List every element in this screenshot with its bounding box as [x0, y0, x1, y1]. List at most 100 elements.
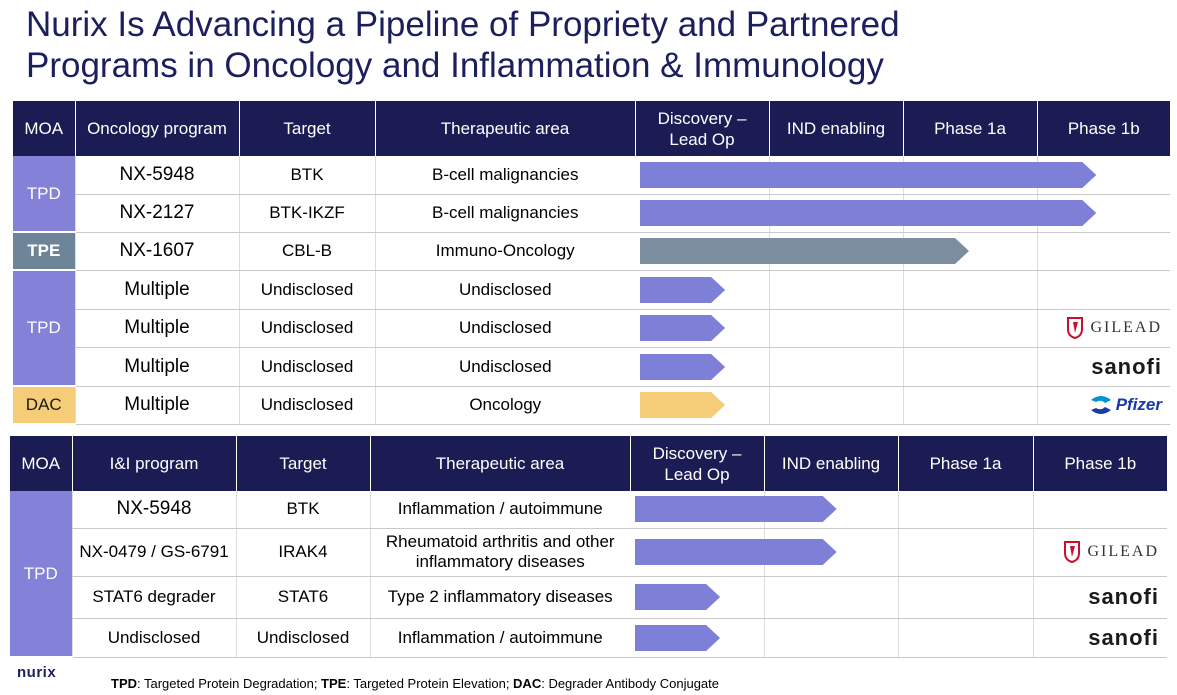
pipeline-row: STAT6 degrader STAT6 Type 2 inflammatory d… — [10, 576, 1167, 619]
partner-logo-sanofi: sanofi — [1091, 353, 1162, 379]
partner-logo-pfizer: Pfizer — [1088, 394, 1162, 416]
stage-cell — [768, 309, 903, 348]
progress-arrow — [640, 392, 726, 418]
stage-cell — [902, 386, 1037, 425]
header-stage-phase1b: Phase 1b — [1032, 436, 1167, 491]
target-cell: BTK — [235, 491, 370, 529]
stage-cell — [1032, 491, 1167, 529]
stage-cell — [635, 386, 769, 425]
partner-name: Pfizer — [1115, 395, 1162, 414]
page-title: Nurix Is Advancing a Pipeline of Proprie… — [26, 4, 900, 86]
header-stage-ind: IND enabling — [763, 436, 898, 491]
pipeline-row: Undisclosed Undisclosed Inflammation / aut… — [10, 618, 1167, 658]
pipeline-row: Multiple Undisclosed Undisclosed GILEAD — [13, 309, 1170, 348]
stage-cell — [635, 232, 969, 271]
moa-cell-tpd: TPD — [10, 491, 72, 658]
target-cell: BTK-IKZF — [238, 194, 375, 233]
header-target: Target — [235, 436, 370, 491]
footnote-def-tpd: : Targeted Protein Degradation; — [137, 676, 322, 691]
therapeutic-area-cell: Undisclosed — [374, 347, 635, 387]
stage-cell: sanofi — [1036, 347, 1170, 387]
target-cell: Undisclosed — [235, 618, 370, 658]
therapeutic-area-cell: B-cell malignancies — [374, 156, 635, 195]
oncology-rows: TPD NX-5948 BTK B-cell malignancies NX-2127 B… — [13, 156, 1170, 425]
stage-cell — [630, 618, 764, 658]
progress-arrow — [635, 584, 721, 610]
therapeutic-area-cell: Undisclosed — [374, 309, 635, 348]
header-stage-discovery: Discovery – Lead Op — [634, 101, 769, 156]
stage-cell — [635, 194, 1097, 233]
stage-cell — [763, 618, 898, 658]
stage-cell — [897, 491, 1033, 529]
footnote-term-tpd: TPD — [111, 676, 137, 691]
progress-arrow-shape — [635, 496, 837, 523]
footnote-term-dac: DAC — [513, 676, 542, 691]
header-stage-phase1b: Phase 1b — [1036, 101, 1170, 156]
stage-cell — [902, 347, 1037, 387]
therapeutic-area-cell: Immuno-Oncology — [374, 232, 635, 271]
partner-logo-sanofi: sanofi — [1088, 586, 1159, 608]
header-moa: MOA — [13, 101, 75, 156]
header-therapeutic-area: Therapeutic area — [374, 101, 635, 156]
stage-cell — [1036, 270, 1170, 310]
target-cell: CBL-B — [238, 232, 375, 271]
pipeline-row: DAC Multiple Undisclosed Oncology Pfizer — [13, 386, 1170, 425]
progress-arrow — [640, 200, 1097, 226]
target-cell: Undisclosed — [238, 386, 375, 425]
oncology-header-row: MOA Oncology program Target Therapeutic … — [13, 101, 1170, 156]
therapeutic-area-cell: Oncology — [374, 386, 635, 425]
stage-cell: GILEAD — [1032, 528, 1167, 577]
program-cell: Undisclosed — [71, 618, 236, 658]
target-cell: Undisclosed — [238, 270, 375, 310]
progress-arrow-shape — [640, 353, 726, 380]
program-cell: STAT6 degrader — [71, 576, 236, 619]
partner-name: sanofi — [1088, 624, 1159, 650]
progress-arrow — [635, 539, 837, 565]
moa-cell-dac: DAC — [13, 386, 75, 425]
progress-arrow — [640, 276, 726, 303]
header-stage-ind: IND enabling — [768, 101, 903, 156]
gilead-shield-icon — [1067, 317, 1084, 339]
title-line-2: Programs in Oncology and Inflammation & … — [26, 46, 884, 85]
target-cell: BTK — [238, 156, 375, 195]
program-cell: NX-1607 — [74, 232, 239, 271]
partner-logo-gilead: GILEAD — [1066, 317, 1162, 339]
stage-cell: Pfizer — [1036, 386, 1170, 425]
program-cell: NX-0479 / GS-6791 — [71, 528, 236, 577]
partner-logo-sanofi: sanofi — [1088, 624, 1159, 650]
program-cell: Multiple — [74, 270, 239, 310]
stage-cell: sanofi — [1032, 618, 1167, 658]
program-cell: Multiple — [74, 309, 239, 348]
footnote-def-tpe: : Targeted Protein Elevation; — [346, 676, 514, 691]
header-program: I&I program — [71, 436, 236, 491]
pipeline-row: TPD NX-5948 BTK B-cell malignancies — [13, 156, 1170, 233]
oncology-pipeline-table: MOA Oncology program Target Therapeutic … — [13, 101, 1170, 425]
footnote: TPD: Targeted Protein Degradation; TPE: … — [111, 676, 719, 691]
progress-arrow — [640, 161, 1097, 188]
therapeutic-area-cell: Type 2 inflammatory diseases — [369, 576, 630, 619]
progress-arrow-shape — [635, 624, 721, 651]
moa-cell-tpe: TPE — [13, 232, 75, 271]
pfizer-helix-icon — [1090, 396, 1111, 414]
pipeline-row: Multiple Undisclosed Undisclosed sanofi — [13, 347, 1170, 387]
progress-arrow-shape — [640, 392, 726, 418]
stage-cell: GILEAD — [1036, 309, 1170, 348]
gilead-shield-icon — [1064, 541, 1081, 563]
progress-arrow-shape — [640, 161, 1097, 188]
stage-cell — [630, 528, 837, 577]
progress-arrow-shape — [640, 315, 726, 341]
target-cell: Undisclosed — [238, 309, 375, 348]
partner-name: GILEAD — [1090, 319, 1162, 336]
nurix-logo: nurix — [17, 664, 57, 681]
ii-rows: TPD NX-5948 BTK Inflammation / autoimmune NX… — [10, 491, 1167, 658]
therapeutic-area-cell: Inflammation / autoimmune — [369, 618, 630, 658]
progress-arrow — [640, 353, 726, 380]
partner-name: sanofi — [1091, 353, 1162, 379]
moa-cell-tpd: TPD — [13, 270, 75, 387]
progress-arrow-shape — [640, 276, 726, 303]
ii-pipeline-table: MOA I&I program Target Therapeutic area … — [10, 436, 1167, 658]
header-stage-phase1a: Phase 1a — [897, 436, 1033, 491]
footnote-def-dac: : Degrader Antibody Conjugate — [541, 676, 720, 691]
header-target: Target — [238, 101, 375, 156]
progress-arrow-shape — [640, 200, 1097, 226]
